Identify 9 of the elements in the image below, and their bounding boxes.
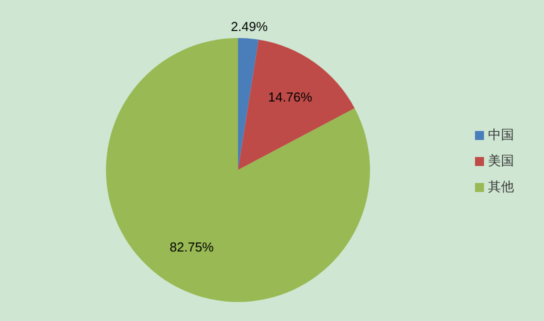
pie-slice <box>238 40 355 170</box>
pie-slice <box>238 38 259 170</box>
legend-label: 其他 <box>488 178 514 194</box>
data-label: 82.75% <box>170 239 214 254</box>
pie-slice <box>106 38 370 302</box>
data-label: 2.49% <box>230 18 268 34</box>
legend-label: 中国 <box>488 126 514 142</box>
data-label: 14.76% <box>268 89 313 104</box>
legend-label: 美国 <box>488 152 514 168</box>
